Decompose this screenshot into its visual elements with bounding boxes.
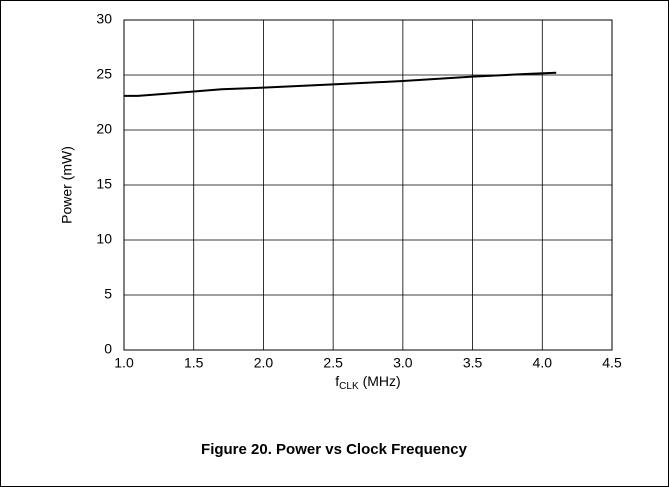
y-axis-label: Power (mW) — [59, 146, 75, 224]
y-tick-label: 20 — [96, 121, 112, 137]
y-tick-label: 15 — [96, 176, 112, 192]
x-tick-label: 3.0 — [393, 355, 413, 371]
y-tick-label: 30 — [96, 11, 112, 27]
series-line — [124, 71, 557, 97]
y-tick-label: 25 — [96, 66, 112, 82]
x-tick-label: 3.5 — [463, 355, 483, 371]
chart-title: Figure 20. Power vs Clock Frequency — [201, 441, 468, 458]
x-axis-label-main: f — [335, 373, 339, 389]
x-tick-label: 2.0 — [254, 355, 274, 371]
y-tick-label: 10 — [96, 231, 112, 247]
x-tick-label: 1.5 — [184, 355, 204, 371]
x-axis-label-sub: CLK — [339, 381, 359, 392]
x-tick-label: 4.5 — [602, 355, 622, 371]
x-tick-label: 2.5 — [323, 355, 343, 371]
plot-area — [123, 19, 613, 351]
x-tick-label: 4.0 — [533, 355, 553, 371]
x-axis-label: fCLK (MHz) — [335, 373, 400, 392]
x-tick-label: 1.0 — [114, 355, 134, 371]
y-tick-label: 5 — [104, 286, 112, 302]
y-tick-label: 0 — [104, 341, 112, 357]
x-axis-label-suffix: (MHz) — [363, 373, 401, 389]
